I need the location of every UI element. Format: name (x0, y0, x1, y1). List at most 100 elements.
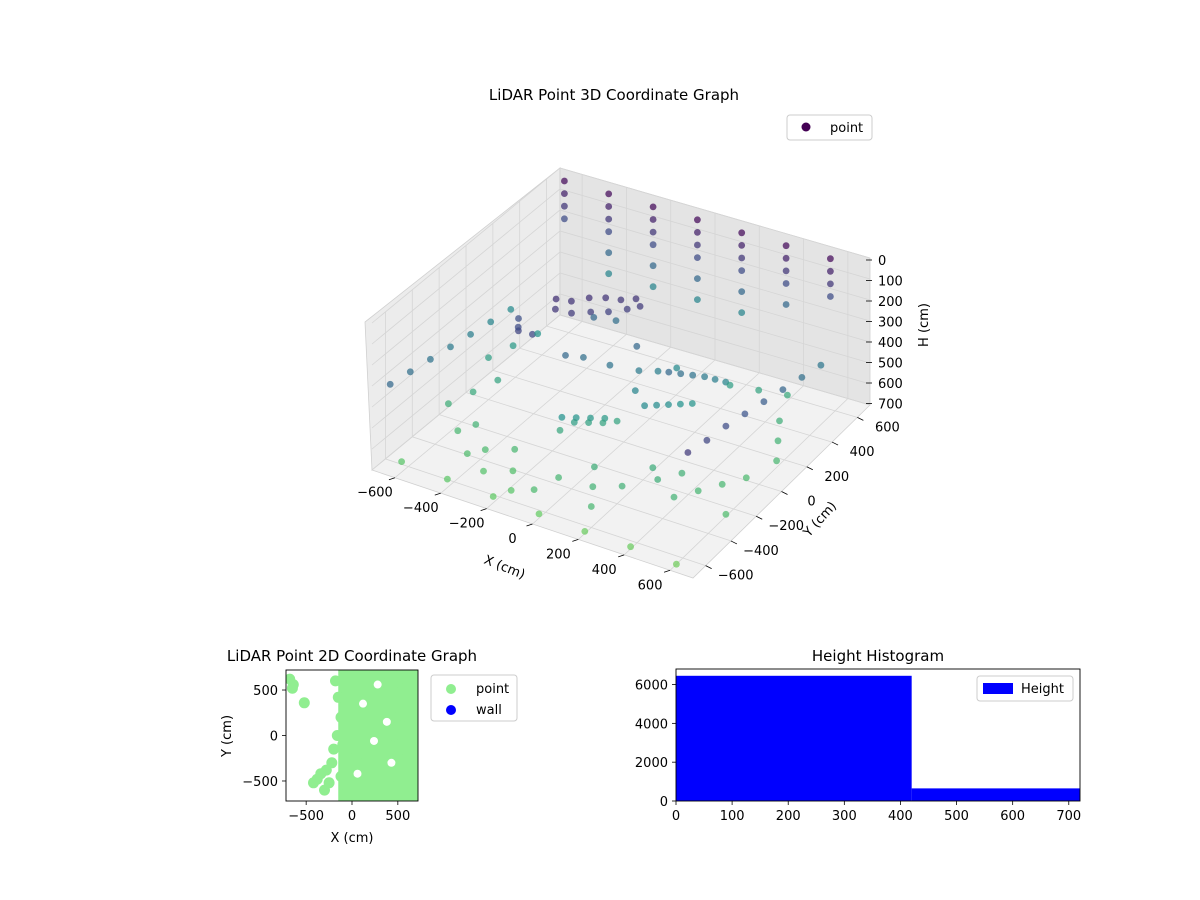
data-point-3d (649, 203, 657, 211)
data-point-3d (618, 482, 626, 490)
data-point-3d (738, 254, 746, 262)
data-point-3d (649, 228, 657, 236)
data-point-3d (641, 402, 648, 410)
data-point-3d (555, 474, 562, 481)
x-tick-3d (480, 508, 487, 511)
data-point-2d (379, 702, 391, 714)
data-point-3d (776, 417, 783, 425)
data-point-3d (688, 400, 696, 407)
grid-line-z (371, 167, 871, 324)
z-tick-label-3d: 100 (878, 275, 903, 290)
data-point-3d (472, 421, 480, 428)
data-point-3d (558, 413, 566, 421)
data-point-3d (773, 457, 780, 465)
data-point-3d (627, 543, 634, 551)
points-3d (386, 177, 834, 568)
data-point-2d (375, 743, 387, 755)
data-point-3d (585, 419, 592, 426)
x-tick-label-3d: −200 (449, 517, 485, 532)
x-tick-label-histogram: 600 (1000, 809, 1025, 824)
data-point-3d (779, 386, 787, 393)
chart-histogram: Height Histogram 0 100 200 300 400 500 600 700 … (635, 647, 1081, 824)
data-point-3d (694, 229, 701, 236)
legend-3d-frame (786, 114, 873, 141)
chart-2d-title: LiDAR Point 2D Coordinate Graph (227, 647, 477, 665)
data-point-3d (398, 458, 405, 465)
data-point-2d (407, 691, 418, 703)
data-point-3d (694, 487, 702, 495)
y-tick-label-3d: 0 (807, 495, 815, 510)
data-point-2d (366, 671, 378, 683)
data-point-3d (649, 464, 657, 472)
data-point-3d (635, 367, 643, 374)
histogram-title: Height Histogram (812, 647, 944, 665)
y-axis-label-2d: Y (cm) (220, 715, 235, 758)
data-point-3d (386, 380, 394, 388)
data-point-3d (726, 381, 734, 389)
data-point-2d (287, 679, 299, 691)
data-point-3d (612, 317, 620, 324)
data-point-3d (774, 437, 782, 445)
data-point-3d (623, 305, 631, 313)
x-ticks-histogram: 0 100 200 300 400 500 600 700 (672, 801, 1081, 824)
data-point-2d (359, 757, 371, 769)
data-point-3d (605, 203, 613, 210)
data-point-3d (817, 361, 825, 369)
data-point-2d (323, 777, 335, 789)
x-tick-label-histogram: 500 (944, 809, 969, 824)
data-point-3d (507, 487, 515, 494)
data-point-3d (581, 528, 589, 535)
data-point-3d (722, 510, 730, 518)
legend-2d-marker-point (446, 684, 456, 694)
y-tick-label-2d: −500 (242, 775, 278, 790)
data-point-3d (568, 297, 575, 305)
data-point-3d (631, 387, 639, 394)
data-point-2d (399, 682, 411, 694)
data-point-2d (298, 697, 310, 709)
data-point-3d (454, 427, 462, 435)
y-tick-3d (831, 441, 839, 446)
data-point-2d (370, 689, 382, 701)
data-point-2d (405, 716, 417, 728)
data-point-3d (678, 469, 686, 477)
data-point-3d (665, 368, 673, 376)
data-point-2d (344, 670, 356, 682)
z-tick-label-3d: 400 (878, 336, 903, 351)
data-point-3d (515, 315, 522, 322)
grid-line-z (371, 209, 871, 366)
y-tick-label-histogram: 6000 (635, 679, 668, 694)
legend-histogram-label: Height (1021, 682, 1064, 697)
point-cloud-gap (382, 717, 391, 726)
x-axis-label-2d: X (cm) (331, 831, 374, 846)
data-point-3d (589, 483, 597, 491)
data-point-3d (649, 216, 657, 223)
y-tick-label-2d: 0 (270, 730, 278, 745)
data-point-3d (481, 446, 489, 453)
data-point-3d (701, 373, 708, 381)
data-point-3d (485, 354, 492, 361)
data-point-3d (494, 376, 502, 384)
data-point-2d (410, 766, 418, 778)
x-tick-label-3d: 600 (638, 578, 663, 593)
data-point-3d (514, 323, 522, 331)
x-ticks-3d: −600 −400 −200 0 200 400 600 (357, 477, 671, 593)
y-tick-label-3d: −600 (718, 569, 754, 584)
x-tick-label-histogram: 200 (776, 809, 801, 824)
data-point-2d (350, 743, 362, 755)
data-point-3d (782, 254, 790, 262)
x-tick-label-histogram: 400 (888, 809, 913, 824)
data-point-3d (718, 480, 726, 488)
data-point-3d (605, 270, 613, 278)
data-point-3d (599, 419, 607, 427)
legend-2d-marker-wall (446, 705, 456, 715)
x-tick-label-3d: 400 (592, 563, 617, 578)
data-point-3d (827, 293, 834, 300)
grid-line-z (371, 230, 871, 387)
data-point-3d (605, 308, 612, 316)
grid-3d (371, 167, 871, 571)
x-tick-3d (663, 569, 671, 573)
data-point-3d (534, 330, 542, 338)
chart-3d: LiDAR Point 3D Coordinate Graph X (cm) Y… (357, 86, 932, 593)
data-point-3d (480, 467, 487, 475)
data-point-2d (394, 670, 406, 681)
